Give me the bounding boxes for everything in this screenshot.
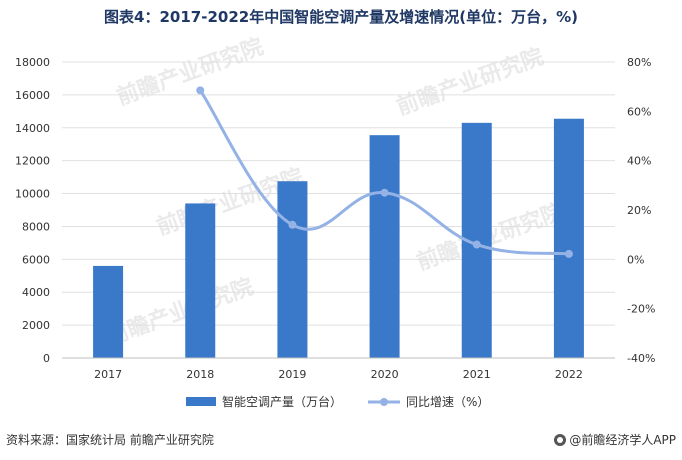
line-series <box>196 86 573 258</box>
y-left-tick-label: 14000 <box>15 122 50 135</box>
brand-credit: @前瞻经济学人APP <box>554 431 676 448</box>
x-tick-label: 2018 <box>186 368 214 381</box>
y-left-tick-label: 0 <box>43 352 50 365</box>
legend-line-label: 同比增速（%） <box>406 395 489 409</box>
x-tick-label: 2020 <box>371 368 399 381</box>
brand-logo-icon <box>554 433 567 446</box>
brand-credit-text: @前瞻经济学人APP <box>569 433 676 447</box>
source-note: 资料来源：国家统计局 前瞻产业研究院 <box>6 433 214 447</box>
legend: 智能空调产量（万台） 同比增速（%） <box>186 394 489 409</box>
y-left-tick-label: 16000 <box>15 89 50 102</box>
y-right-tick-label: 60% <box>627 105 651 118</box>
x-tick-label: 2021 <box>463 368 491 381</box>
y-right-tick-label: -20% <box>627 303 655 316</box>
chart-svg: 前瞻产业研究院前瞻产业研究院前瞻产业研究院前瞻产业研究院前瞻产业研究院 0200… <box>15 34 655 409</box>
y-left-tick-label: 10000 <box>15 188 50 201</box>
bar-series <box>93 118 584 358</box>
y-right-tick-label: 80% <box>627 56 651 69</box>
bar <box>369 135 400 358</box>
legend-bar-swatch <box>186 397 216 406</box>
y-right-tick-label: 40% <box>627 155 651 168</box>
y-left-tick-label: 6000 <box>22 253 50 266</box>
growth-point <box>196 86 205 95</box>
bar <box>185 203 216 358</box>
chart-title: 图表4：2017-2022年中国智能空调产量及增速情况(单位：万台，%) <box>104 8 578 26</box>
bar <box>93 265 124 358</box>
growth-point <box>380 188 389 197</box>
bar <box>553 118 584 358</box>
y-right-tick-label: -40% <box>627 352 655 365</box>
y-left-tick-label: 2000 <box>22 319 50 332</box>
y-left-tick-label: 12000 <box>15 155 50 168</box>
growth-point <box>472 240 481 249</box>
watermark-text: 前瞻产业研究院 <box>103 274 257 351</box>
growth-line <box>198 88 571 256</box>
y-right-tick-label: 0% <box>627 253 644 266</box>
bar <box>277 181 308 358</box>
axes: 0 2000 4000 6000 8000 10000 12000 14000 16000 180… <box>15 56 655 381</box>
watermark-text: 前瞻产业研究院 <box>393 44 547 121</box>
legend-bar-label: 智能空调产量（万台） <box>222 394 342 409</box>
watermarks: 前瞻产业研究院前瞻产业研究院前瞻产业研究院前瞻产业研究院前瞻产业研究院 <box>103 34 567 351</box>
gridlines <box>62 61 615 326</box>
legend-line-marker <box>380 398 388 406</box>
watermark-text: 前瞻产业研究院 <box>113 34 267 111</box>
x-tick-label: 2017 <box>94 368 122 381</box>
growth-point <box>288 220 297 229</box>
y-left-tick-label: 4000 <box>22 286 50 299</box>
x-tick-label: 2019 <box>278 368 306 381</box>
y-right-tick-label: 20% <box>627 204 651 217</box>
growth-point <box>564 249 573 258</box>
x-tick-label: 2022 <box>555 368 583 381</box>
y-left-tick-label: 8000 <box>22 220 50 233</box>
y-left-tick-label: 18000 <box>15 56 50 69</box>
